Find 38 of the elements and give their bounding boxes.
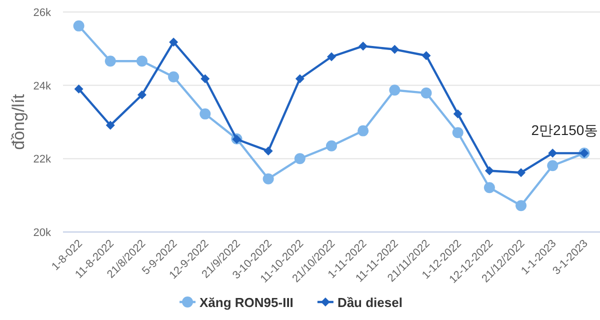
y-axis-title: đồng/lít — [9, 94, 28, 150]
legend-label: Xăng RON95-III — [200, 295, 294, 310]
point — [389, 84, 400, 96]
point — [453, 109, 462, 118]
point — [516, 168, 526, 178]
point — [358, 125, 369, 136]
point — [422, 51, 431, 60]
point — [420, 88, 432, 99]
point — [484, 182, 495, 194]
point — [262, 173, 274, 184]
point — [484, 166, 494, 176]
point — [264, 146, 273, 156]
point — [358, 42, 368, 51]
point — [73, 20, 84, 32]
point — [548, 148, 558, 158]
point — [326, 140, 337, 152]
annotation: 2만2150동 — [531, 122, 598, 138]
point — [294, 153, 306, 164]
point — [390, 44, 400, 54]
y-tick-label: 26k — [33, 7, 52, 19]
y-tick-label: 24k — [33, 80, 52, 92]
y-tick-label: 20k — [33, 227, 52, 239]
legend-label: Dầu diesel — [337, 295, 402, 310]
point — [74, 84, 84, 94]
point — [104, 56, 116, 67]
point — [137, 90, 146, 100]
point — [295, 74, 304, 84]
point — [168, 71, 180, 82]
point — [452, 127, 464, 138]
point — [516, 200, 527, 212]
point — [200, 108, 211, 120]
point — [136, 56, 148, 67]
point — [200, 74, 210, 84]
point — [106, 120, 115, 130]
point — [547, 160, 558, 172]
point — [327, 52, 336, 62]
point — [169, 38, 178, 47]
y-tick-label: 22k — [33, 154, 52, 166]
